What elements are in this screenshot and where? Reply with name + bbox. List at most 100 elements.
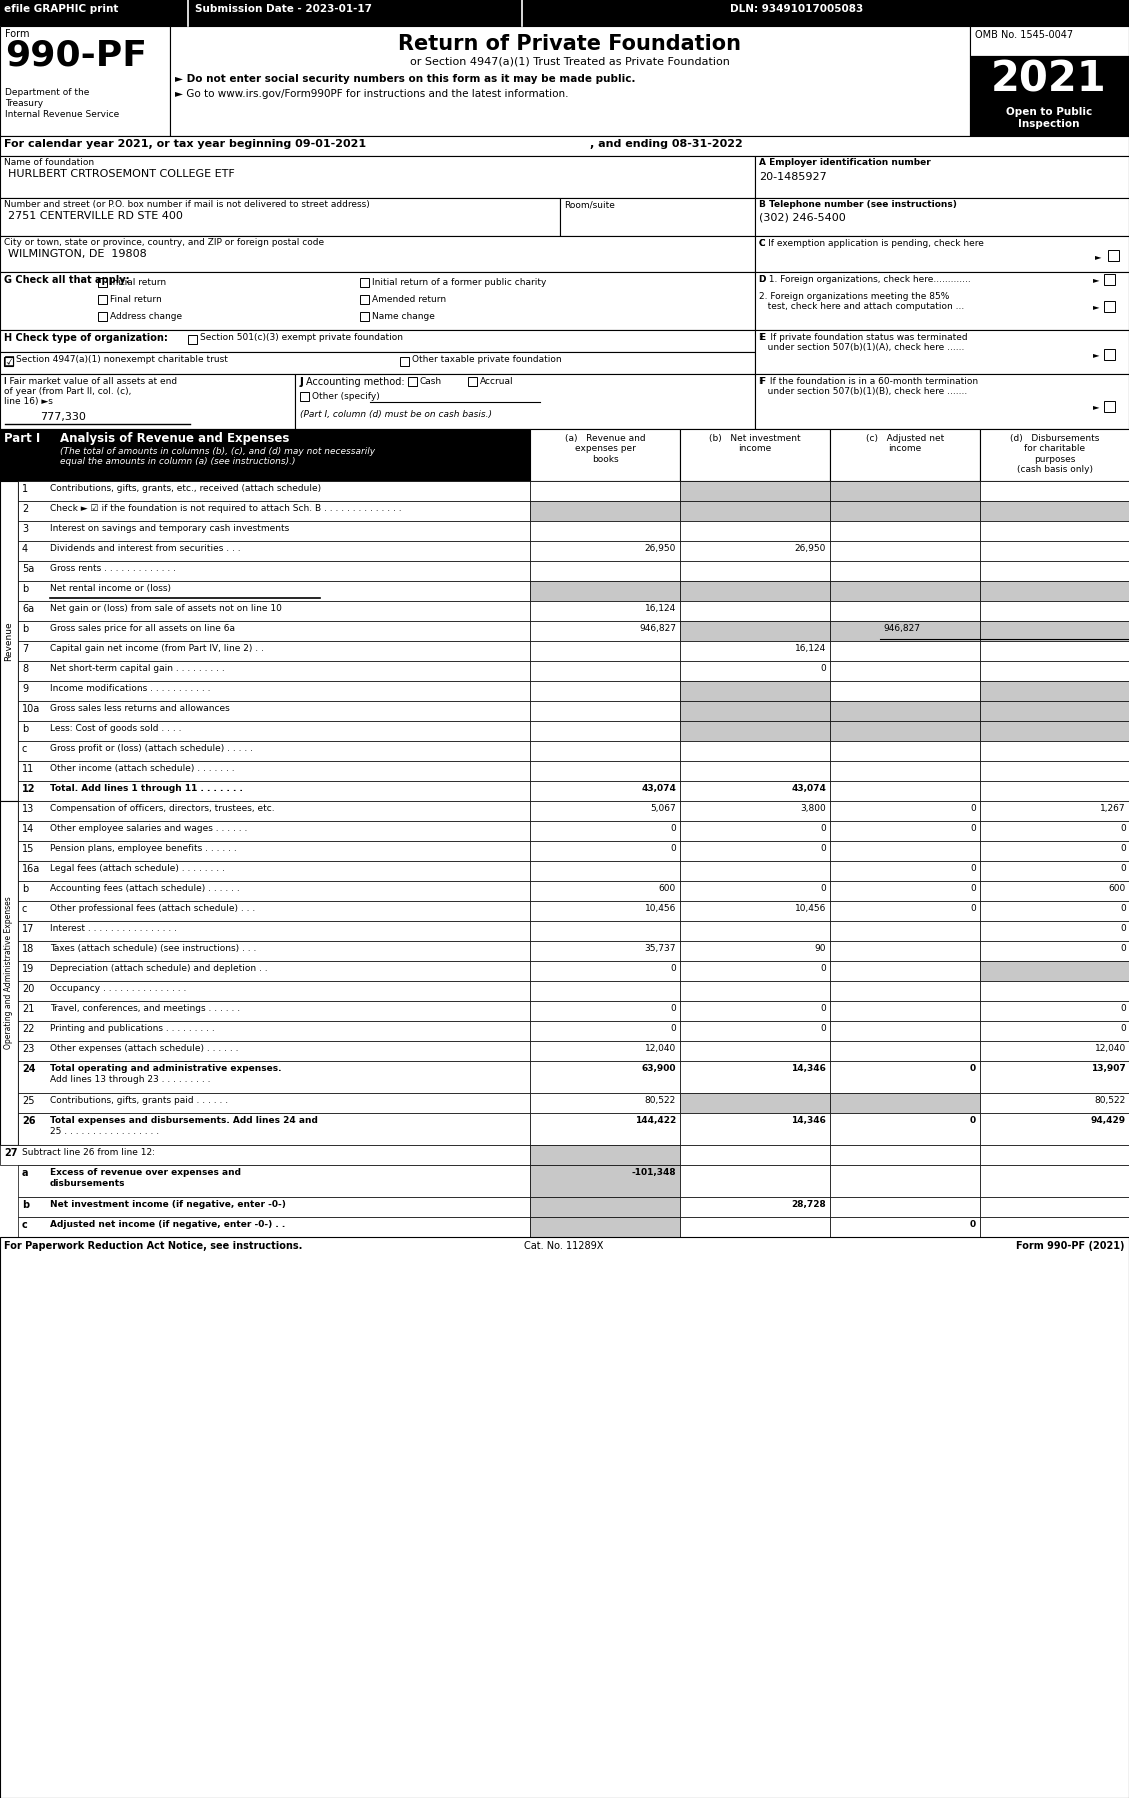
Bar — [830, 662, 980, 681]
Text: I Fair market value of all assets at end: I Fair market value of all assets at end — [5, 378, 177, 387]
Text: Other taxable private foundation: Other taxable private foundation — [412, 354, 561, 363]
Text: equal the amounts in column (a) (see instructions).): equal the amounts in column (a) (see ins… — [60, 457, 296, 466]
Bar — [755, 156, 1129, 198]
Bar — [18, 1021, 530, 1041]
Text: Net investment income (if negative, enter -0-): Net investment income (if negative, ente… — [50, 1199, 286, 1208]
Text: 11: 11 — [21, 764, 34, 773]
Text: Part I: Part I — [5, 432, 41, 444]
Text: (Part I, column (d) must be on cash basis.): (Part I, column (d) must be on cash basi… — [300, 410, 492, 419]
Bar — [980, 581, 1129, 601]
Text: Department of the: Department of the — [5, 88, 89, 97]
Bar — [530, 822, 680, 841]
Bar — [680, 701, 830, 721]
Text: 0: 0 — [821, 885, 826, 894]
Text: 16a: 16a — [21, 865, 41, 874]
Bar — [530, 521, 680, 541]
Bar — [830, 430, 980, 482]
Text: B Telephone number (see instructions): B Telephone number (see instructions) — [759, 200, 957, 209]
Bar — [18, 800, 530, 822]
Text: WILMINGTON, DE  19808: WILMINGTON, DE 19808 — [8, 248, 147, 259]
Bar — [980, 982, 1129, 1001]
Text: 0: 0 — [970, 904, 975, 913]
Bar — [18, 940, 530, 960]
Text: 0: 0 — [970, 823, 975, 832]
Bar — [830, 1041, 980, 1061]
Text: b: b — [21, 885, 28, 894]
Text: 15: 15 — [21, 843, 34, 854]
Bar — [680, 1145, 830, 1165]
Bar — [530, 662, 680, 681]
Text: 0: 0 — [821, 964, 826, 973]
Bar — [980, 1113, 1129, 1145]
Text: Return of Private Foundation: Return of Private Foundation — [399, 34, 742, 54]
Text: Gross rents . . . . . . . . . . . . .: Gross rents . . . . . . . . . . . . . — [50, 565, 176, 574]
Text: 0: 0 — [1120, 823, 1126, 832]
Bar — [680, 960, 830, 982]
Bar — [980, 780, 1129, 800]
Text: 17: 17 — [21, 924, 34, 933]
Bar — [189, 334, 196, 343]
Bar — [830, 601, 980, 620]
Bar — [680, 662, 830, 681]
Text: 0: 0 — [671, 823, 676, 832]
Bar — [408, 378, 417, 387]
Text: Address change: Address change — [110, 313, 182, 322]
Text: 20: 20 — [21, 984, 34, 994]
Bar — [680, 1217, 830, 1237]
Text: Initial return of a former public charity: Initial return of a former public charit… — [371, 279, 546, 288]
Text: 63,900: 63,900 — [641, 1064, 676, 1073]
Bar — [530, 741, 680, 761]
Text: Accounting fees (attach schedule) . . . . . .: Accounting fees (attach schedule) . . . … — [50, 885, 239, 894]
Bar — [680, 1041, 830, 1061]
Text: Name change: Name change — [371, 313, 435, 322]
Bar — [530, 881, 680, 901]
Text: Occupancy . . . . . . . . . . . . . . .: Occupancy . . . . . . . . . . . . . . . — [50, 984, 186, 992]
Bar — [830, 1165, 980, 1197]
Text: 16,124: 16,124 — [645, 604, 676, 613]
Text: (302) 246-5400: (302) 246-5400 — [759, 212, 846, 223]
Text: Add lines 13 through 23 . . . . . . . . .: Add lines 13 through 23 . . . . . . . . … — [50, 1075, 210, 1084]
Text: Initial return: Initial return — [110, 279, 166, 288]
Text: 0: 0 — [970, 804, 975, 813]
Bar — [980, 662, 1129, 681]
Text: Net rental income or (loss): Net rental income or (loss) — [50, 584, 170, 593]
Text: Check ► ☑ if the foundation is not required to attach Sch. B . . . . . . . . . .: Check ► ☑ if the foundation is not requi… — [50, 503, 402, 512]
Bar — [530, 642, 680, 662]
Text: Form 990-PF (2021): Form 990-PF (2021) — [1016, 1241, 1124, 1251]
Text: For calendar year 2021, or tax year beginning 09-01-2021: For calendar year 2021, or tax year begi… — [5, 138, 366, 149]
Text: ☑: ☑ — [5, 356, 16, 369]
Bar — [18, 642, 530, 662]
Text: 946,827: 946,827 — [639, 624, 676, 633]
Bar — [18, 701, 530, 721]
Bar — [970, 104, 1129, 137]
Bar — [680, 982, 830, 1001]
Bar — [830, 502, 980, 521]
Bar — [755, 198, 1129, 236]
Text: 2. Foreign organizations meeting the 85%: 2. Foreign organizations meeting the 85% — [759, 291, 949, 300]
Bar — [1108, 250, 1119, 261]
Text: Room/suite: Room/suite — [564, 200, 615, 209]
Text: City or town, state or province, country, and ZIP or foreign postal code: City or town, state or province, country… — [5, 237, 324, 246]
Bar — [360, 295, 369, 304]
Bar — [830, 642, 980, 662]
Bar — [530, 982, 680, 1001]
Bar — [680, 921, 830, 940]
Bar — [0, 1237, 1129, 1798]
Bar — [18, 982, 530, 1001]
Text: 0: 0 — [671, 1025, 676, 1034]
Text: ►: ► — [1093, 275, 1100, 284]
Text: 21: 21 — [21, 1003, 34, 1014]
Text: 0: 0 — [821, 663, 826, 672]
Bar — [830, 541, 980, 561]
Text: H Check type of organization:: H Check type of organization: — [5, 333, 168, 343]
Text: b: b — [21, 725, 28, 734]
Bar — [830, 620, 980, 642]
Bar — [830, 521, 980, 541]
Text: 7: 7 — [21, 644, 28, 654]
Text: Revenue: Revenue — [5, 620, 14, 662]
Text: 35,737: 35,737 — [645, 944, 676, 953]
Bar — [1104, 401, 1115, 412]
Text: a: a — [21, 1169, 28, 1178]
Text: 0: 0 — [1120, 1025, 1126, 1034]
Text: b: b — [21, 1199, 29, 1210]
